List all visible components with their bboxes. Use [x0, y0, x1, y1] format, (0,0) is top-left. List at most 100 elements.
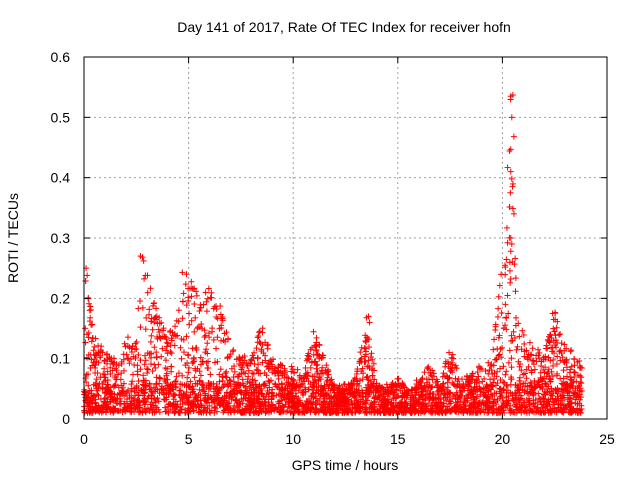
data-point: [101, 365, 108, 372]
data-point: [574, 359, 581, 366]
data-point: [507, 168, 514, 175]
data-point: [291, 369, 298, 376]
data-point: [135, 305, 142, 312]
data-point: [152, 364, 159, 371]
data-point: [523, 375, 530, 382]
data-point: [367, 354, 374, 361]
data-point: [502, 371, 509, 378]
data-point: [536, 349, 543, 356]
data-point: [557, 357, 564, 364]
data-point: [371, 376, 378, 383]
data-point: [192, 314, 199, 321]
data-point: [510, 328, 517, 335]
data-point: [87, 306, 94, 313]
data-point: [156, 374, 163, 381]
data-point: [144, 289, 151, 296]
data-point: [509, 180, 516, 187]
data-point: [553, 324, 560, 331]
y-tick-label: 0: [62, 411, 70, 427]
data-point: [144, 370, 151, 377]
data-point: [508, 355, 515, 362]
data-point: [101, 358, 108, 365]
data-point: [203, 346, 210, 353]
data-point: [187, 378, 194, 385]
data-point: [185, 369, 192, 376]
data-point: [504, 292, 511, 299]
data-point: [143, 314, 150, 321]
data-point: [550, 362, 557, 369]
data-point: [307, 364, 314, 371]
x-tick-label: 20: [495, 431, 511, 447]
grid-lines: [84, 57, 607, 419]
data-point: [222, 338, 229, 345]
data-point: [511, 261, 518, 268]
data-point: [162, 357, 169, 364]
data-point: [509, 205, 516, 212]
data-point: [365, 357, 372, 364]
data-point: [82, 339, 89, 346]
data-point: [497, 365, 504, 372]
data-point: [202, 332, 209, 339]
data-point: [310, 328, 317, 335]
x-tick-label: 0: [80, 431, 88, 447]
data-point: [121, 340, 128, 347]
data-point: [128, 381, 135, 388]
data-point: [154, 320, 161, 327]
data-point: [448, 354, 455, 361]
data-point: [107, 371, 114, 378]
data-point: [217, 366, 224, 373]
data-point: [365, 344, 372, 351]
data-point: [503, 368, 510, 375]
data-point: [197, 301, 204, 308]
data-point: [498, 271, 505, 278]
data-point: [526, 339, 533, 346]
data-point: [568, 347, 575, 354]
data-point: [510, 133, 517, 140]
data-points: [81, 92, 585, 416]
data-point: [190, 358, 197, 365]
data-point: [208, 289, 215, 296]
data-point: [508, 332, 515, 339]
data-point: [147, 285, 154, 292]
data-point: [529, 345, 536, 352]
y-tick-label: 0.4: [51, 170, 71, 186]
data-point: [508, 114, 515, 121]
data-point: [141, 275, 148, 282]
data-point: [145, 311, 152, 318]
data-point: [194, 325, 201, 332]
data-point: [142, 272, 149, 279]
y-tick-label: 0.5: [51, 109, 71, 125]
data-point: [303, 375, 310, 382]
x-tick-labels: 0 5 10 15 20 25: [80, 431, 615, 447]
data-point: [114, 371, 121, 378]
data-point: [201, 327, 208, 334]
data-point: [197, 372, 204, 379]
data-point: [210, 336, 217, 343]
data-point: [530, 357, 537, 364]
data-point: [207, 371, 214, 378]
data-point: [162, 408, 169, 415]
data-point: [177, 344, 184, 351]
data-point: [444, 384, 451, 391]
data-point: [133, 339, 140, 346]
data-point: [91, 343, 98, 350]
data-point: [178, 355, 185, 362]
data-point: [207, 385, 214, 392]
data-point: [115, 362, 122, 369]
data-point: [507, 276, 514, 283]
data-point: [508, 175, 515, 182]
data-point: [171, 342, 178, 349]
data-point: [203, 298, 210, 305]
data-point: [516, 333, 523, 340]
data-point: [253, 345, 260, 352]
data-point: [288, 363, 295, 370]
data-point: [135, 378, 142, 385]
data-point: [510, 210, 517, 217]
data-point: [567, 366, 574, 373]
y-tick-label: 0.1: [51, 351, 71, 367]
data-point: [149, 326, 156, 333]
data-point: [142, 357, 149, 364]
data-point: [129, 378, 136, 385]
data-point: [155, 326, 162, 333]
